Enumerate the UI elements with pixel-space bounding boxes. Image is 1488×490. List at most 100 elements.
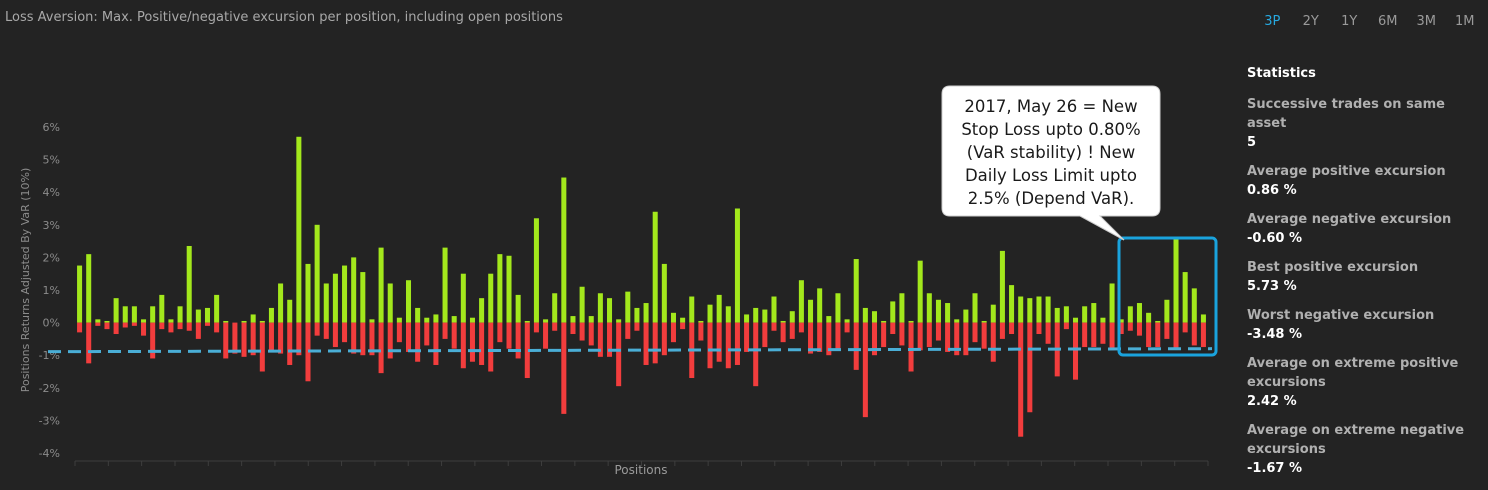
- positive-bar[interactable]: [1191, 288, 1197, 323]
- positive-bar[interactable]: [1027, 298, 1033, 323]
- negative-bar[interactable]: [972, 322, 978, 343]
- positive-bar[interactable]: [1155, 320, 1161, 323]
- negative-bar[interactable]: [195, 322, 201, 339]
- positive-bar[interactable]: [780, 320, 786, 323]
- positive-bar[interactable]: [506, 255, 512, 323]
- negative-bar[interactable]: [104, 322, 110, 330]
- positive-bar[interactable]: [917, 260, 923, 323]
- positive-bar[interactable]: [1045, 296, 1051, 323]
- positive-bar[interactable]: [1200, 314, 1206, 323]
- negative-bar[interactable]: [1045, 322, 1051, 344]
- negative-bar[interactable]: [798, 322, 804, 333]
- positive-bar[interactable]: [945, 303, 951, 323]
- positive-bar[interactable]: [771, 296, 777, 323]
- range-button-1m[interactable]: 1M: [1455, 14, 1475, 29]
- range-button-3m[interactable]: 3M: [1416, 14, 1437, 29]
- negative-bar[interactable]: [460, 322, 466, 369]
- positive-bar[interactable]: [305, 263, 311, 323]
- positive-bar[interactable]: [104, 320, 110, 323]
- positive-bar[interactable]: [725, 306, 731, 323]
- negative-bar[interactable]: [1018, 322, 1024, 437]
- positive-bar[interactable]: [579, 286, 585, 323]
- negative-bar[interactable]: [890, 322, 896, 335]
- negative-bar[interactable]: [1155, 322, 1161, 348]
- negative-bar[interactable]: [808, 322, 814, 354]
- positive-bar[interactable]: [561, 177, 567, 323]
- negative-bar[interactable]: [223, 322, 229, 359]
- negative-bar[interactable]: [497, 322, 503, 343]
- negative-bar[interactable]: [131, 322, 137, 326]
- positive-bar[interactable]: [168, 319, 174, 323]
- positive-bar[interactable]: [488, 273, 494, 323]
- positive-bar[interactable]: [808, 299, 814, 323]
- negative-bar[interactable]: [908, 322, 914, 372]
- positive-bar[interactable]: [661, 263, 667, 323]
- positive-bar[interactable]: [798, 280, 804, 323]
- negative-bar[interactable]: [524, 322, 530, 379]
- negative-bar[interactable]: [753, 322, 759, 387]
- positive-bar[interactable]: [789, 311, 795, 323]
- positive-bar[interactable]: [460, 273, 466, 323]
- positive-bar[interactable]: [999, 250, 1005, 323]
- positive-bar[interactable]: [543, 319, 549, 323]
- positive-bar[interactable]: [159, 294, 165, 323]
- positive-bar[interactable]: [122, 306, 128, 323]
- positive-bar[interactable]: [524, 320, 530, 323]
- negative-bar[interactable]: [296, 322, 302, 356]
- negative-bar[interactable]: [1027, 322, 1033, 413]
- positive-bar[interactable]: [241, 320, 247, 323]
- negative-bar[interactable]: [579, 322, 585, 341]
- positive-bar[interactable]: [890, 301, 896, 323]
- positive-bar[interactable]: [899, 293, 905, 323]
- negative-bar[interactable]: [543, 322, 549, 349]
- positive-bar[interactable]: [625, 291, 631, 323]
- range-button-6m[interactable]: 6M: [1378, 14, 1398, 29]
- positive-bar[interactable]: [935, 299, 941, 323]
- positive-bar[interactable]: [497, 254, 503, 323]
- positive-bar[interactable]: [908, 320, 914, 323]
- positive-bar[interactable]: [442, 247, 448, 323]
- positive-bar[interactable]: [826, 316, 832, 323]
- positive-bar[interactable]: [990, 304, 996, 323]
- positive-bar[interactable]: [881, 320, 887, 323]
- positive-bar[interactable]: [323, 283, 329, 323]
- positive-bar[interactable]: [378, 247, 384, 323]
- negative-bar[interactable]: [1072, 322, 1079, 380]
- positive-bar[interactable]: [1136, 303, 1142, 323]
- negative-bar[interactable]: [707, 322, 713, 369]
- positive-bar[interactable]: [433, 314, 439, 323]
- positive-bar[interactable]: [469, 317, 475, 323]
- negative-bar[interactable]: [661, 322, 667, 356]
- positive-bar[interactable]: [296, 136, 302, 323]
- positive-bar[interactable]: [597, 293, 603, 323]
- negative-bar[interactable]: [853, 322, 859, 370]
- positive-bar[interactable]: [817, 288, 823, 323]
- negative-bar[interactable]: [588, 322, 594, 346]
- positive-bar[interactable]: [680, 317, 686, 323]
- positive-bar[interactable]: [259, 320, 265, 323]
- negative-bar[interactable]: [369, 322, 375, 356]
- positive-bar[interactable]: [1091, 303, 1097, 323]
- negative-bar[interactable]: [917, 322, 923, 351]
- positive-bar[interactable]: [926, 293, 932, 323]
- negative-bar[interactable]: [561, 322, 567, 414]
- positive-bar[interactable]: [387, 283, 393, 323]
- negative-bar[interactable]: [378, 322, 384, 374]
- positive-bar[interactable]: [369, 319, 375, 323]
- negative-bar[interactable]: [1136, 322, 1142, 336]
- negative-bar[interactable]: [1036, 322, 1042, 335]
- negative-bar[interactable]: [1063, 322, 1069, 330]
- positive-bar[interactable]: [753, 307, 759, 323]
- positive-bar[interactable]: [150, 306, 156, 323]
- positive-bar[interactable]: [141, 319, 147, 323]
- negative-bar[interactable]: [963, 322, 969, 356]
- positive-bar[interactable]: [689, 296, 695, 323]
- positive-bar[interactable]: [131, 306, 137, 323]
- negative-bar[interactable]: [250, 322, 256, 356]
- positive-bar[interactable]: [744, 314, 750, 323]
- negative-bar[interactable]: [725, 322, 731, 369]
- negative-bar[interactable]: [506, 322, 512, 349]
- negative-bar[interactable]: [1191, 322, 1197, 346]
- negative-bar[interactable]: [332, 322, 338, 348]
- positive-bar[interactable]: [177, 306, 183, 323]
